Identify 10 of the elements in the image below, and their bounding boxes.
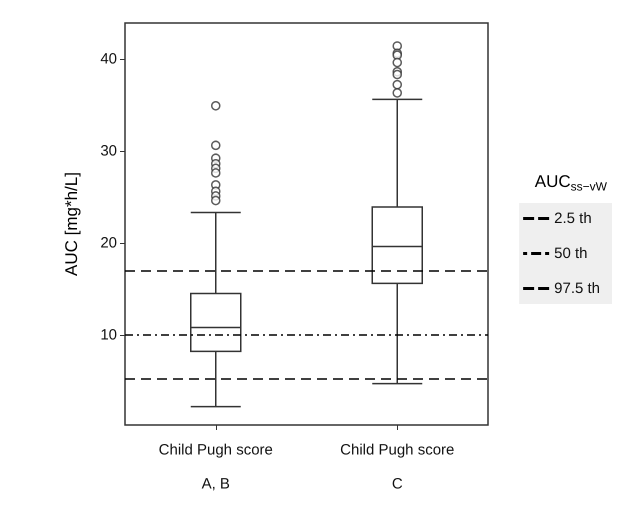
x-tick-label: Child Pugh score A, B [158,442,273,492]
legend-label: 97.5 th [554,280,600,297]
y-tick-label: 40 [100,50,117,68]
y-tick-label: 30 [100,142,117,160]
y-tick-label: 20 [100,234,117,252]
legend-label: 50 th [554,245,588,262]
y-axis-title: AUC [mg*h/L] [62,172,81,276]
y-tick-label: 10 [100,326,117,344]
x-tick-label: Child Pugh score C [340,442,454,492]
legend-label: 2.5 th [554,210,592,227]
